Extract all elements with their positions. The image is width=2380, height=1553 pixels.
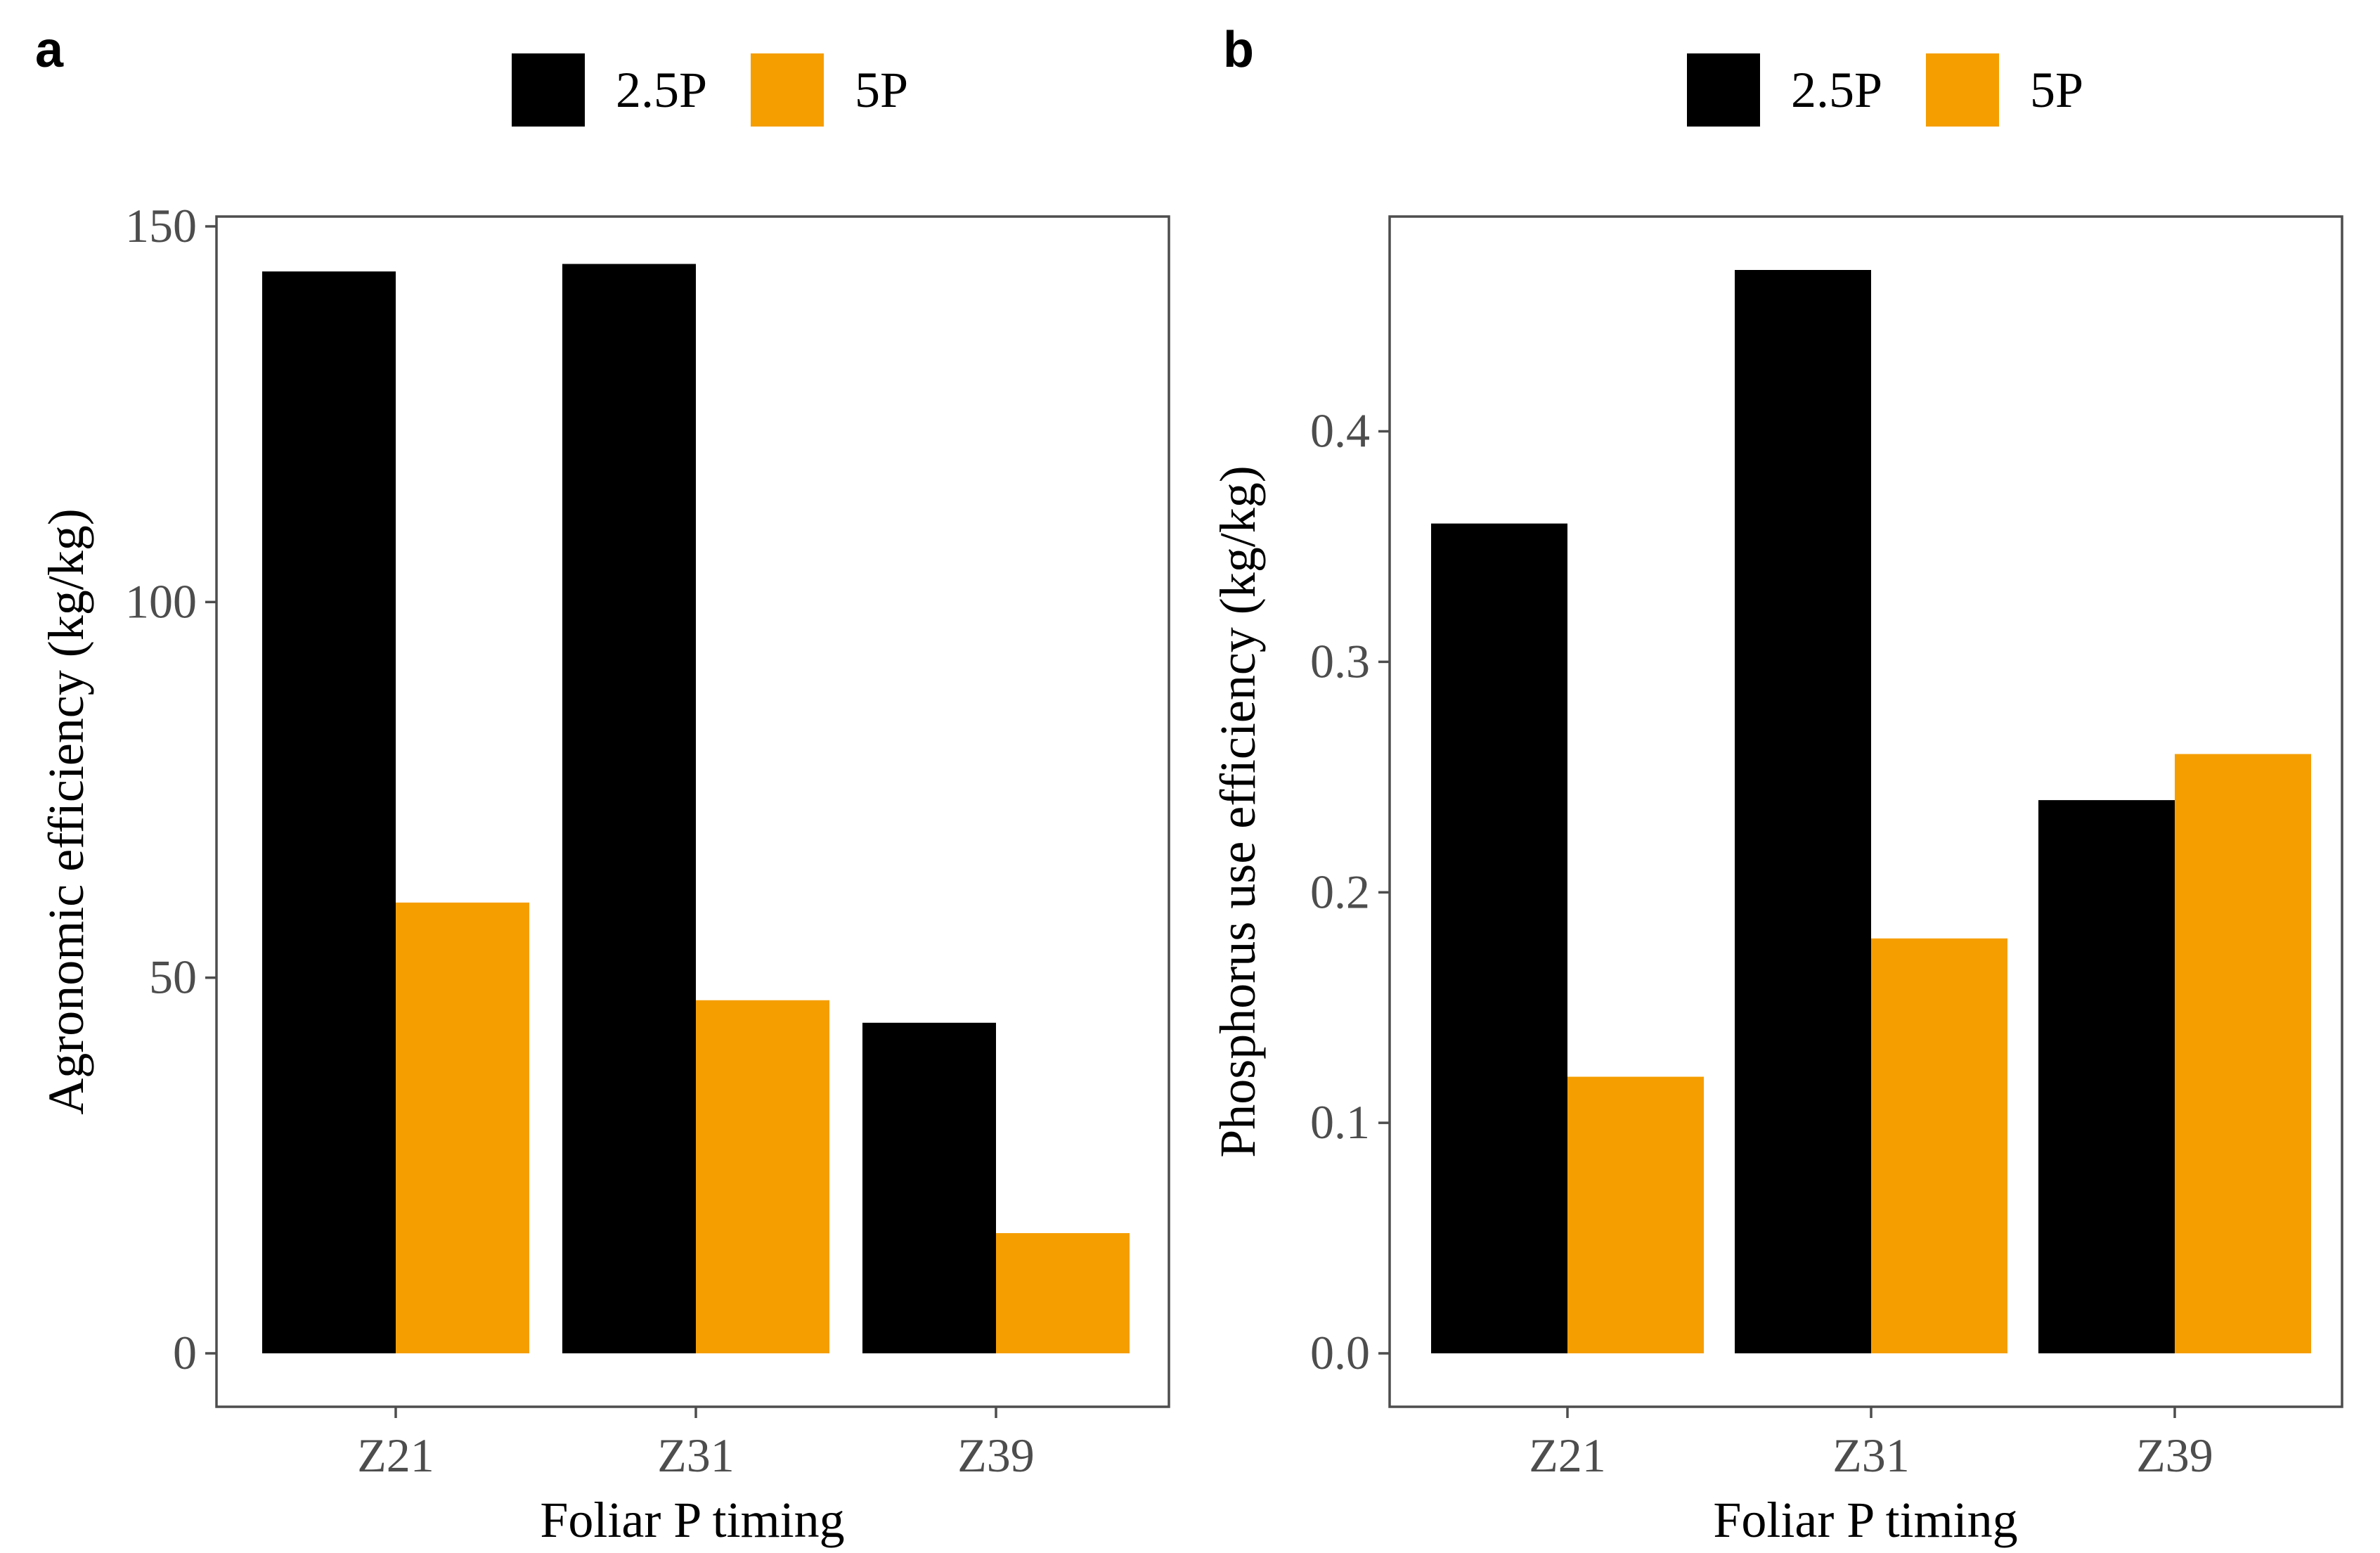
legend-label-5P: 5P: [855, 62, 908, 118]
chart-panel-a: a 2.5P 5P 0 50 100 150 Z21 Z31 Z39 Foliar P timing…: [35, 22, 1170, 1548]
legend-swatch-5P: [751, 53, 824, 127]
legend-label-2.5P: 2.5P: [616, 62, 707, 118]
legend: 2.5P 5P: [1687, 53, 2083, 127]
y-tick-label: 0.4: [1310, 404, 1370, 458]
bar-2.5P-Z39: [862, 1022, 996, 1353]
bar-5P-Z21: [396, 902, 529, 1353]
legend-swatch-2.5P: [512, 53, 585, 127]
bar-2.5P-Z31: [562, 264, 696, 1353]
legend-swatch-2.5P: [1687, 53, 1760, 127]
panel-letter-b: b: [1223, 22, 1254, 78]
y-axis-title: Agronomic efficiency (kg/kg): [38, 508, 94, 1114]
y-tick-label: 50: [149, 951, 197, 1004]
bar-5P-Z39: [2175, 754, 2311, 1353]
legend: 2.5P 5P: [512, 53, 908, 127]
bar-5P-Z31: [1871, 938, 2007, 1353]
bars: [262, 264, 1130, 1353]
y-tick-label: 100: [125, 574, 197, 628]
plot-frame: [1388, 215, 2343, 1408]
x-tick-label: Z21: [1529, 1429, 1606, 1482]
legend-label-5P: 5P: [2030, 62, 2083, 118]
bar-2.5P-Z39: [2038, 800, 2175, 1353]
bar-5P-Z31: [696, 1000, 829, 1353]
bar-5P-Z39: [996, 1233, 1130, 1353]
x-axis-title: Foliar P timing: [1713, 1492, 2017, 1548]
plot-frame: [215, 215, 1170, 1408]
y-tick-label: 0.0: [1310, 1326, 1370, 1379]
legend-label-2.5P: 2.5P: [1791, 62, 1882, 118]
legend-swatch-5P: [1926, 53, 1999, 127]
bar-5P-Z21: [1567, 1076, 1704, 1353]
x-tick-label: Z21: [357, 1429, 434, 1482]
bar-2.5P-Z31: [1735, 270, 1871, 1353]
x-tick-label: Z39: [957, 1429, 1035, 1482]
bar-2.5P-Z21: [262, 271, 396, 1353]
y-tick-label: 150: [125, 199, 197, 252]
bar-2.5P-Z21: [1431, 523, 1567, 1353]
bars: [1431, 270, 2311, 1353]
panel-letter-a: a: [35, 22, 64, 78]
chart-panel-b: b 2.5P 5P 0.0 0.1 0.2 0.3 0.4 Z21 Z31 Z39 Foliar P …: [1210, 22, 2343, 1548]
y-tick-label: 0.1: [1310, 1095, 1370, 1149]
y-tick-label: 0.2: [1310, 865, 1370, 918]
y-tick-label: 0.3: [1310, 634, 1370, 688]
y-tick-label: 0: [173, 1326, 197, 1379]
x-tick-label: Z31: [1832, 1429, 1910, 1482]
x-axis-title: Foliar P timing: [540, 1492, 844, 1548]
x-tick-label: Z39: [2136, 1429, 2213, 1482]
x-tick-label: Z31: [657, 1429, 735, 1482]
y-axis-title: Phosphorus use efficiency (kg/kg): [1210, 465, 1266, 1157]
